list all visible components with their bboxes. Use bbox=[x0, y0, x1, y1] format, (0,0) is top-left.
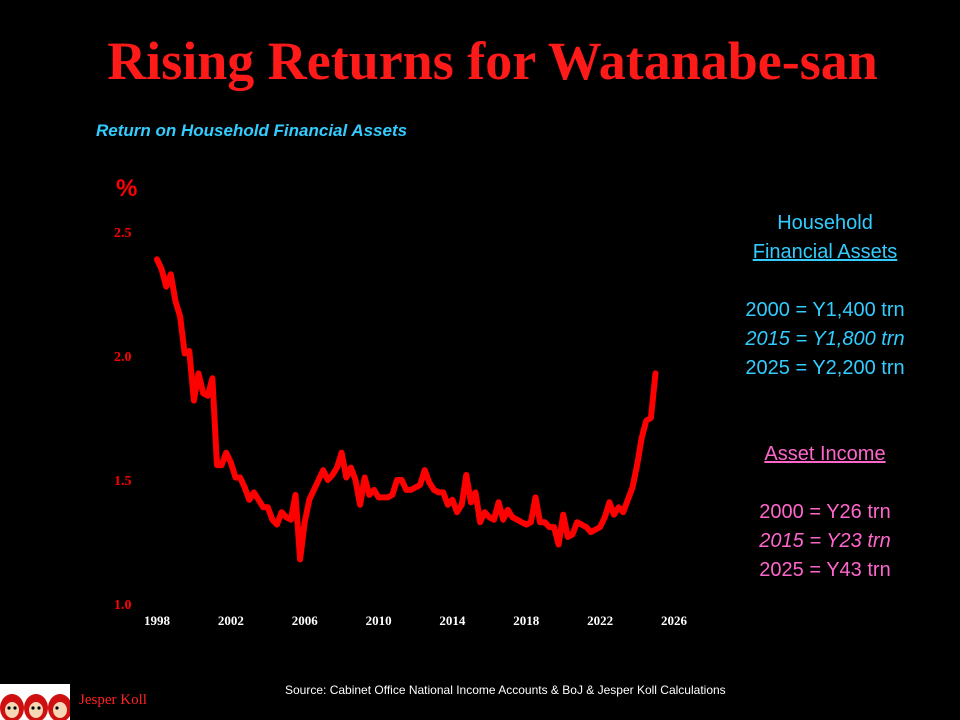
x-tick-label: 2006 bbox=[292, 613, 319, 628]
x-tick-label: 2018 bbox=[513, 613, 540, 628]
income-2000: 2000 = Y26 trn bbox=[759, 501, 891, 523]
income-2015: 2015 = Y23 trn bbox=[759, 530, 891, 552]
assets-2025: 2025 = Y2,200 trn bbox=[745, 357, 905, 379]
author-name: Jesper Koll bbox=[79, 692, 147, 708]
household-assets-panel: Household Financial Assets 2000 = Y1,400… bbox=[720, 209, 930, 383]
y-tick-label: 1.0 bbox=[114, 598, 132, 613]
income-2025: 2025 = Y43 trn bbox=[759, 559, 891, 581]
y-tick-label: 1.5 bbox=[114, 474, 132, 489]
daruma-logo bbox=[0, 684, 72, 720]
x-tick-label: 2022 bbox=[587, 613, 613, 628]
asset-income-panel: Asset Income 2000 = Y26 trn 2015 = Y23 t… bbox=[720, 440, 930, 585]
y-axis-label: % bbox=[116, 175, 137, 202]
source-note: Source: Cabinet Office National Income A… bbox=[285, 683, 726, 697]
x-tick-label: 2026 bbox=[661, 613, 688, 628]
assets-2015: 2015 = Y1,800 trn bbox=[745, 328, 905, 350]
x-tick-label: 2014 bbox=[439, 613, 466, 628]
y-tick-label: 2.5 bbox=[114, 226, 132, 241]
assets-heading-line1: Household bbox=[777, 212, 873, 234]
slide-title: Rising Returns for Watanabe-san bbox=[107, 31, 878, 91]
assets-2000: 2000 = Y1,400 trn bbox=[745, 299, 905, 321]
x-tick-label: 2002 bbox=[218, 613, 244, 628]
chart-title: Return on Household Financial Assets bbox=[96, 121, 408, 140]
return-series-line bbox=[154, 256, 659, 563]
assets-heading-line2: Financial Assets bbox=[752, 241, 898, 263]
x-tick-label: 2010 bbox=[366, 613, 392, 628]
y-tick-label: 2.0 bbox=[114, 350, 132, 365]
x-tick-label: 1998 bbox=[144, 613, 171, 628]
income-heading: Asset Income bbox=[764, 443, 886, 465]
